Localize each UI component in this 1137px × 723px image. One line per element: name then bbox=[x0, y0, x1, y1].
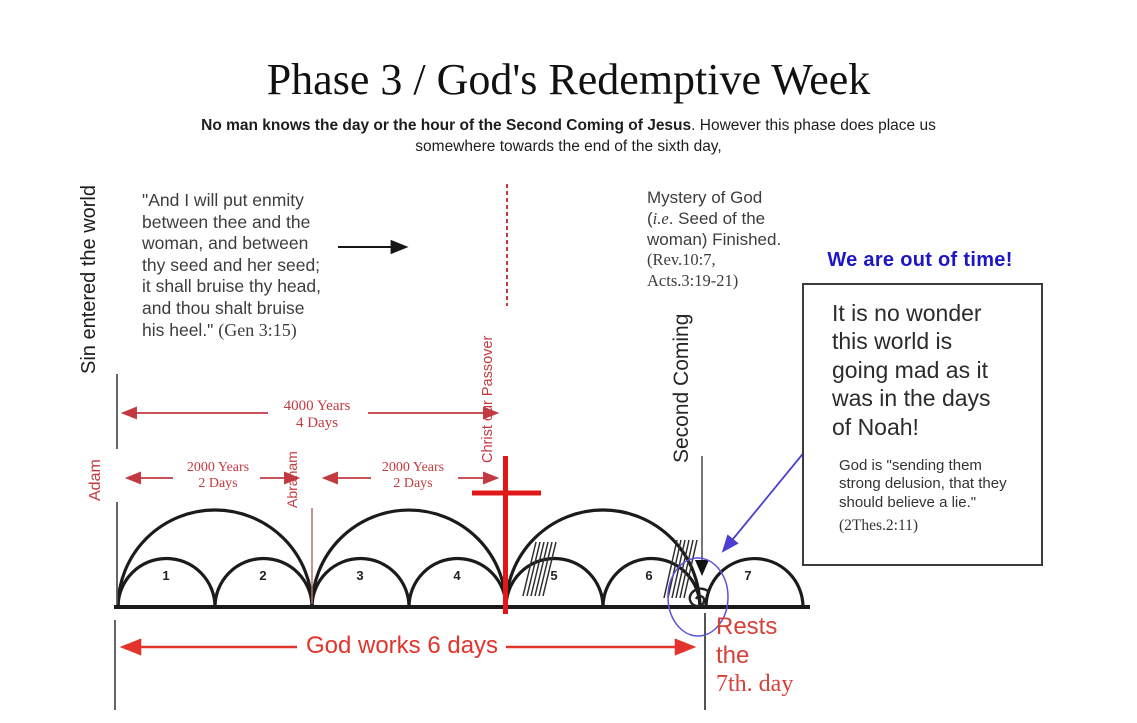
god-works-label: God works 6 days bbox=[305, 632, 499, 659]
day-number-2: 2 bbox=[259, 568, 267, 583]
day-number-6: 6 bbox=[645, 568, 653, 583]
day-number-1: 1 bbox=[162, 568, 170, 583]
mystery-text-rest: . Seed of the woman) Finished. bbox=[647, 208, 782, 249]
out-of-time-alert: We are out of time! bbox=[827, 249, 1013, 271]
hatch-marks-day6 bbox=[663, 539, 698, 599]
day-number-3: 3 bbox=[356, 568, 364, 583]
rests-line3: 7th. day bbox=[716, 671, 794, 697]
page-subtitle: No man knows the day or the hour of the … bbox=[0, 115, 1137, 157]
rests-line1: Rests bbox=[716, 613, 778, 640]
page-title: Phase 3 / God's Redemptive Week bbox=[266, 55, 871, 104]
noah-small-text: God is "sending them strong delusion, th… bbox=[839, 457, 1007, 511]
spiral-icon bbox=[688, 587, 710, 608]
second-coming-label: Second Coming bbox=[670, 313, 693, 463]
noah-callout-box: It is no wonder this world is going mad … bbox=[802, 283, 1043, 566]
span-2000-years-right-label: 2000 Years 2 Days bbox=[381, 460, 445, 491]
mystery-ie: i.e bbox=[652, 208, 669, 228]
day-arcs bbox=[116, 508, 805, 609]
noah-reference: (2Thes.2:11) bbox=[839, 517, 919, 534]
rests-line2: the bbox=[716, 642, 750, 669]
adam-label: Adam bbox=[87, 459, 104, 501]
day-number-4: 4 bbox=[453, 568, 461, 583]
rests-seventh-day-label: Rests the 7th. day bbox=[716, 612, 793, 699]
abraham-label: Abraham bbox=[284, 451, 300, 508]
sin-entered-label: Sin entered the world bbox=[78, 184, 100, 374]
day-number-5: 5 bbox=[550, 568, 558, 583]
genesis-reference: (Gen 3:15) bbox=[218, 319, 297, 340]
genesis-quote-text: "And I will put enmity between thee and … bbox=[142, 190, 321, 340]
mystery-of-god-note: Mystery of God (i.e. Seed of the woman) … bbox=[647, 188, 781, 292]
noah-main-text: It is no wonder this world is going mad … bbox=[832, 300, 991, 440]
mystery-references: (Rev.10:7, Acts.3:19-21) bbox=[647, 250, 739, 291]
hatch-marks-day5 bbox=[522, 541, 557, 597]
genesis-quote: "And I will put enmity between thee and … bbox=[142, 190, 321, 341]
mystery-text-start: Mystery of God ( bbox=[647, 188, 763, 228]
day-number-7: 7 bbox=[744, 568, 752, 583]
subtitle-bold: No man knows the day or the hour of the … bbox=[201, 117, 692, 134]
span-4000-years-label: 4000 Years 4 Days bbox=[283, 398, 351, 431]
cross-icon bbox=[472, 456, 541, 614]
second-coming-arrowhead bbox=[695, 560, 709, 576]
subtitle-rest: . However this phase does place us somew… bbox=[415, 117, 936, 155]
highlight-circle bbox=[667, 557, 729, 637]
christ-passover-label: Christ our Passover bbox=[480, 335, 496, 463]
span-2000-years-left-label: 2000 Years 2 Days bbox=[186, 460, 250, 491]
